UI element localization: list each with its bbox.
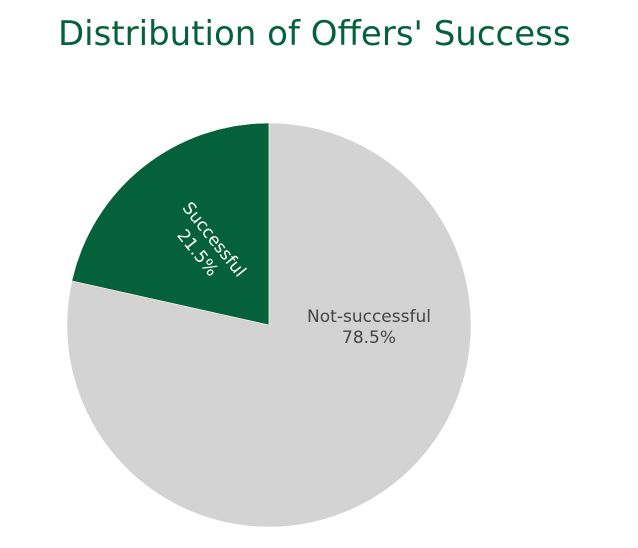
- pie-label-name: Not-successful: [307, 307, 431, 327]
- pie-slice-not-successful: [66, 122, 472, 528]
- pie-label-not-successful: Not-successful 78.5%: [307, 307, 431, 348]
- pie-slice-successful: [71, 122, 270, 326]
- chart-title: Distribution of Offers' Success: [58, 14, 571, 54]
- pie-label-percent: 78.5%: [342, 328, 396, 348]
- pie-slices: [66, 122, 472, 528]
